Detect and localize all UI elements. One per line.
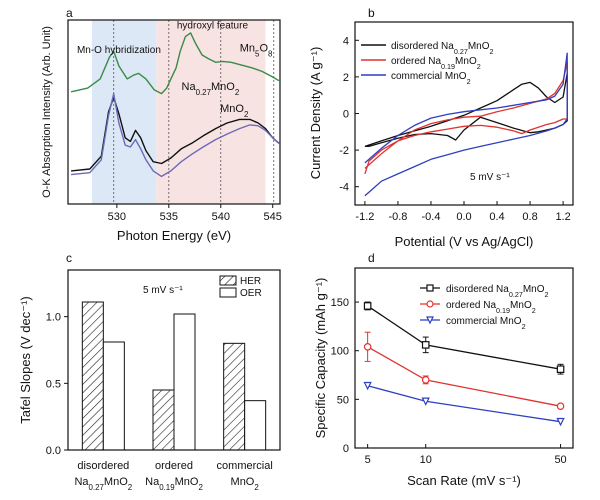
panel-c-legend-label: HER [240,276,261,287]
panel-b-ytick-label: 2 [343,72,349,84]
panel-b-cv-curve [364,52,568,197]
panel-d-ytick-label: 100 [331,346,349,358]
panel-c-bar-oer [173,313,196,451]
panel-d-marker-circle [556,402,565,410]
panel-a-xtick-label: 545 [264,211,282,223]
panel-a-xtick-label: 540 [212,211,230,223]
panel-a-annotation: hydroxyl feature [177,20,249,31]
panel-b-xtick-label: 0.0 [456,211,471,223]
panel-d-marker-circle [363,343,372,351]
panel-d-ytick-label: 0 [343,443,349,455]
panel-b-ytick-label: -4 [339,182,349,194]
panel-c-legend-swatch [219,287,237,298]
panel-letter-a: a [66,6,73,20]
panel-d-xtick-label: 5 [365,454,371,466]
panel-b-cv-curve [364,72,568,148]
panel-d-ylabel: Specific Capacity (mAh g⁻¹) [313,278,328,439]
panel-d-frame [354,267,574,449]
panel-d-ytick-label: 50 [337,394,349,406]
panel-d-marker-square [556,365,565,373]
panel-a-series-line [70,32,280,95]
panel-b-ytick-label: 0 [343,109,349,121]
panel-c-ytick-label: 0.0 [46,445,61,457]
panel-a-absorption-spectra: Mn5O8 Na0.27MnO2 MnO2 Mn-O hybridization hyd… [41,19,282,243]
panel-b-xtick-label: 0.8 [522,211,537,223]
panel-c-ytick-label: 1.0 [46,312,61,324]
panel-d-specific-capacity: 5 10 50 0 50 100 150 disordered Na0.27MnO2orde… [313,267,574,488]
panel-a-shaded-region [91,20,157,204]
panel-a-xtick-label: 535 [160,211,178,223]
panel-b-cyclic-voltammetry: -1.2 -0.8 -0.4 0.0 0.4 0.8 1.2 -4 -2 0 2 4 5 mV s⁻¹… [308,21,574,249]
panel-d-legend-label: commercial MnO2 [446,316,526,331]
panel-d-marker-square [363,302,372,310]
panel-b-xtick-label: 1.2 [555,211,570,223]
panel-c-legend-label: OER [240,288,262,299]
panel-c-legend-swatch [219,275,237,286]
panel-a-annotation: Mn-O hybridization [77,45,161,56]
panel-c-scanrate-annotation: 5 mV s⁻¹ [143,285,183,296]
panel-c-bar-her [152,389,175,451]
panel-c-category-formula: Na0.19MnO2 [145,476,203,492]
panel-d-xlabel: Scan Rate (mV s⁻¹) [407,473,521,488]
panel-c-bar-her [223,342,246,451]
panel-c-category-label: ordered [155,460,193,472]
panel-d-legend-label: ordered Na0.19MnO2 [446,300,536,315]
panel-c-bar-oer [244,400,267,451]
panel-c-category-label: commercial [217,460,273,472]
panel-c-ylabel: Tafel Slopes (V dec⁻¹) [18,296,33,424]
panel-b-xlabel: Potential (V vs Ag/AgCl) [395,234,534,249]
panel-d-xtick-label: 50 [554,454,566,466]
panel-d-series-line [367,385,561,423]
panel-c-bar-her [81,301,104,451]
panel-b-xtick-label: 0.4 [489,211,504,223]
panel-b-legend-label: ordered Na0.19MnO2 [391,56,481,71]
panel-b-cv-curve [364,61,568,175]
panel-d-marker-triangle [421,397,430,406]
panel-a-ylabel: O-K Absorption Intensity (Arb. Unit) [41,26,53,198]
panel-a-xtick-label: 530 [108,211,126,223]
panel-letter-d: d [368,251,375,265]
panel-d-marker-triangle [426,316,434,325]
panel-d-marker-square [421,341,430,349]
panel-c-category-label: disordered [77,460,129,472]
panel-d-ytick-label: 150 [331,297,349,309]
panel-letter-c: c [66,251,72,265]
panel-c-category-formula: Na0.27MnO2 [74,476,132,492]
panel-b-xtick-label: -0.4 [421,211,440,223]
panel-b-legend-label: commercial MnO2 [391,71,471,86]
panel-b-xtick-label: -1.2 [355,211,374,223]
panel-a-frame [67,19,281,205]
panel-d-series-line [367,346,561,407]
panel-d-marker-triangle [556,417,565,427]
panel-b-xtick-label: -0.8 [388,211,407,223]
panel-b-ytick-label: 4 [343,35,349,47]
panel-b-ytick-label: -2 [339,145,349,157]
panel-d-marker-triangle [363,381,372,391]
panel-b-legend-label: disordered Na0.27MnO2 [391,41,494,56]
panel-b-ylabel: Current Density (A g⁻¹) [308,47,323,180]
panel-d-marker-circle [421,376,430,384]
panel-a-series-line [71,92,280,178]
panel-a-series-label: MnO2 [220,103,248,119]
panel-d-marker-circle [426,300,434,308]
panel-d-xtick-label: 10 [420,454,432,466]
panel-a-shaded-region [156,20,266,204]
panel-c-ytick-label: 0.5 [46,378,61,390]
panel-a-series-label: Mn5O8 [240,42,273,58]
panel-c-category-formula: MnO2 [231,476,259,492]
panel-b-scanrate-annotation: 5 mV s⁻¹ [470,172,510,183]
panel-c-bar-oer [102,341,125,451]
panel-a-xlabel: Photon Energy (eV) [117,228,231,243]
panel-a-series-label: Na0.27MnO2 [182,81,240,97]
panel-c-frame [67,269,281,451]
panel-d-legend-label: disordered Na0.27MnO2 [446,284,549,299]
panel-letter-b: b [368,6,375,20]
panel-d-marker-square [426,284,434,292]
